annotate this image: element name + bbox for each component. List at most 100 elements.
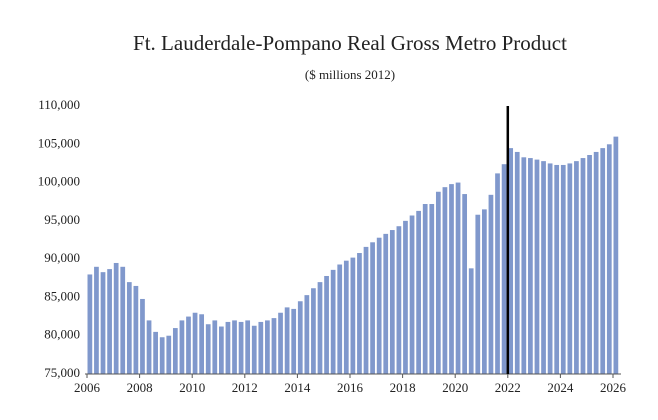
bar xyxy=(100,272,106,374)
x-tick-label: 2026 xyxy=(600,380,627,395)
bar xyxy=(416,210,421,374)
bar xyxy=(238,321,244,374)
bar xyxy=(166,335,172,374)
bar xyxy=(179,320,185,374)
bar xyxy=(468,268,474,374)
bar xyxy=(370,242,375,374)
bar xyxy=(455,182,461,374)
x-tick-label: 2018 xyxy=(390,380,416,395)
bar xyxy=(560,164,566,374)
bar xyxy=(291,308,297,374)
bar xyxy=(192,312,198,374)
bar xyxy=(554,164,560,374)
bar xyxy=(278,312,283,374)
bar xyxy=(311,288,316,374)
bar xyxy=(600,148,606,374)
y-tick-label: 110,000 xyxy=(38,97,80,112)
bar xyxy=(534,159,540,374)
bar xyxy=(159,337,165,374)
chart-subtitle: ($ millions 2012) xyxy=(305,67,395,82)
x-tick-label: 2016 xyxy=(337,380,364,395)
bar xyxy=(317,282,323,374)
bar xyxy=(593,151,599,374)
bar xyxy=(567,163,573,374)
bar xyxy=(232,320,237,374)
bar xyxy=(389,230,395,374)
bar xyxy=(422,204,428,374)
bar xyxy=(330,269,336,374)
x-tick-label: 2008 xyxy=(127,380,153,395)
bar xyxy=(205,324,211,374)
bar xyxy=(547,163,553,374)
bar xyxy=(126,282,132,374)
x-tick-label: 2020 xyxy=(442,380,468,395)
bar xyxy=(488,194,494,374)
bar xyxy=(435,191,441,374)
bar xyxy=(587,155,592,374)
bar xyxy=(225,321,231,374)
bar xyxy=(350,257,356,374)
y-tick-label: 95,000 xyxy=(44,212,80,227)
bar xyxy=(383,233,389,374)
bar xyxy=(482,209,487,374)
bar xyxy=(514,151,520,374)
bar xyxy=(363,246,369,374)
bar xyxy=(120,266,126,374)
bar xyxy=(324,275,329,374)
bar xyxy=(153,331,158,374)
bar xyxy=(251,325,257,374)
bar xyxy=(284,307,290,374)
x-tick-label: 2006 xyxy=(74,380,101,395)
bar xyxy=(429,204,435,374)
bar xyxy=(304,295,310,374)
bar xyxy=(212,320,218,374)
y-tick-label: 105,000 xyxy=(38,135,80,150)
bar xyxy=(396,226,402,374)
bar xyxy=(337,264,343,374)
chart-title: Ft. Lauderdale-Pompano Real Gross Metro … xyxy=(133,31,567,55)
bar xyxy=(574,161,579,374)
bar xyxy=(528,158,533,374)
y-tick-label: 100,000 xyxy=(38,174,80,189)
bar xyxy=(186,316,191,374)
y-tick-label: 85,000 xyxy=(44,288,80,303)
bar xyxy=(521,157,527,374)
bar xyxy=(113,262,119,374)
bar xyxy=(219,326,224,374)
bar xyxy=(271,318,277,374)
bar xyxy=(606,144,612,374)
bar xyxy=(501,164,507,374)
bar xyxy=(265,320,270,374)
bar xyxy=(580,158,586,374)
bar xyxy=(541,161,546,374)
bar xyxy=(146,320,152,374)
bar xyxy=(133,285,139,374)
bar xyxy=(343,260,349,374)
bar xyxy=(508,148,514,374)
bar xyxy=(297,301,303,374)
bar xyxy=(409,215,415,374)
bar xyxy=(495,173,500,374)
bar xyxy=(140,298,145,374)
bar xyxy=(442,187,448,374)
y-tick-label: 90,000 xyxy=(44,250,80,265)
bar xyxy=(87,274,93,374)
x-tick-label: 2024 xyxy=(547,380,574,395)
bar xyxy=(462,194,468,374)
bar xyxy=(245,320,251,374)
bar xyxy=(172,328,178,374)
bar xyxy=(94,266,99,374)
bar xyxy=(449,184,454,374)
bar xyxy=(403,220,408,374)
bar xyxy=(613,136,619,374)
x-tick-label: 2012 xyxy=(232,380,258,395)
bar xyxy=(107,269,112,374)
bar xyxy=(475,214,481,374)
x-tick-label: 2010 xyxy=(179,380,205,395)
x-tick-label: 2022 xyxy=(495,380,521,395)
y-tick-label: 75,000 xyxy=(44,365,80,380)
bar xyxy=(258,321,264,374)
x-tick-label: 2014 xyxy=(284,380,311,395)
bar xyxy=(357,253,362,374)
